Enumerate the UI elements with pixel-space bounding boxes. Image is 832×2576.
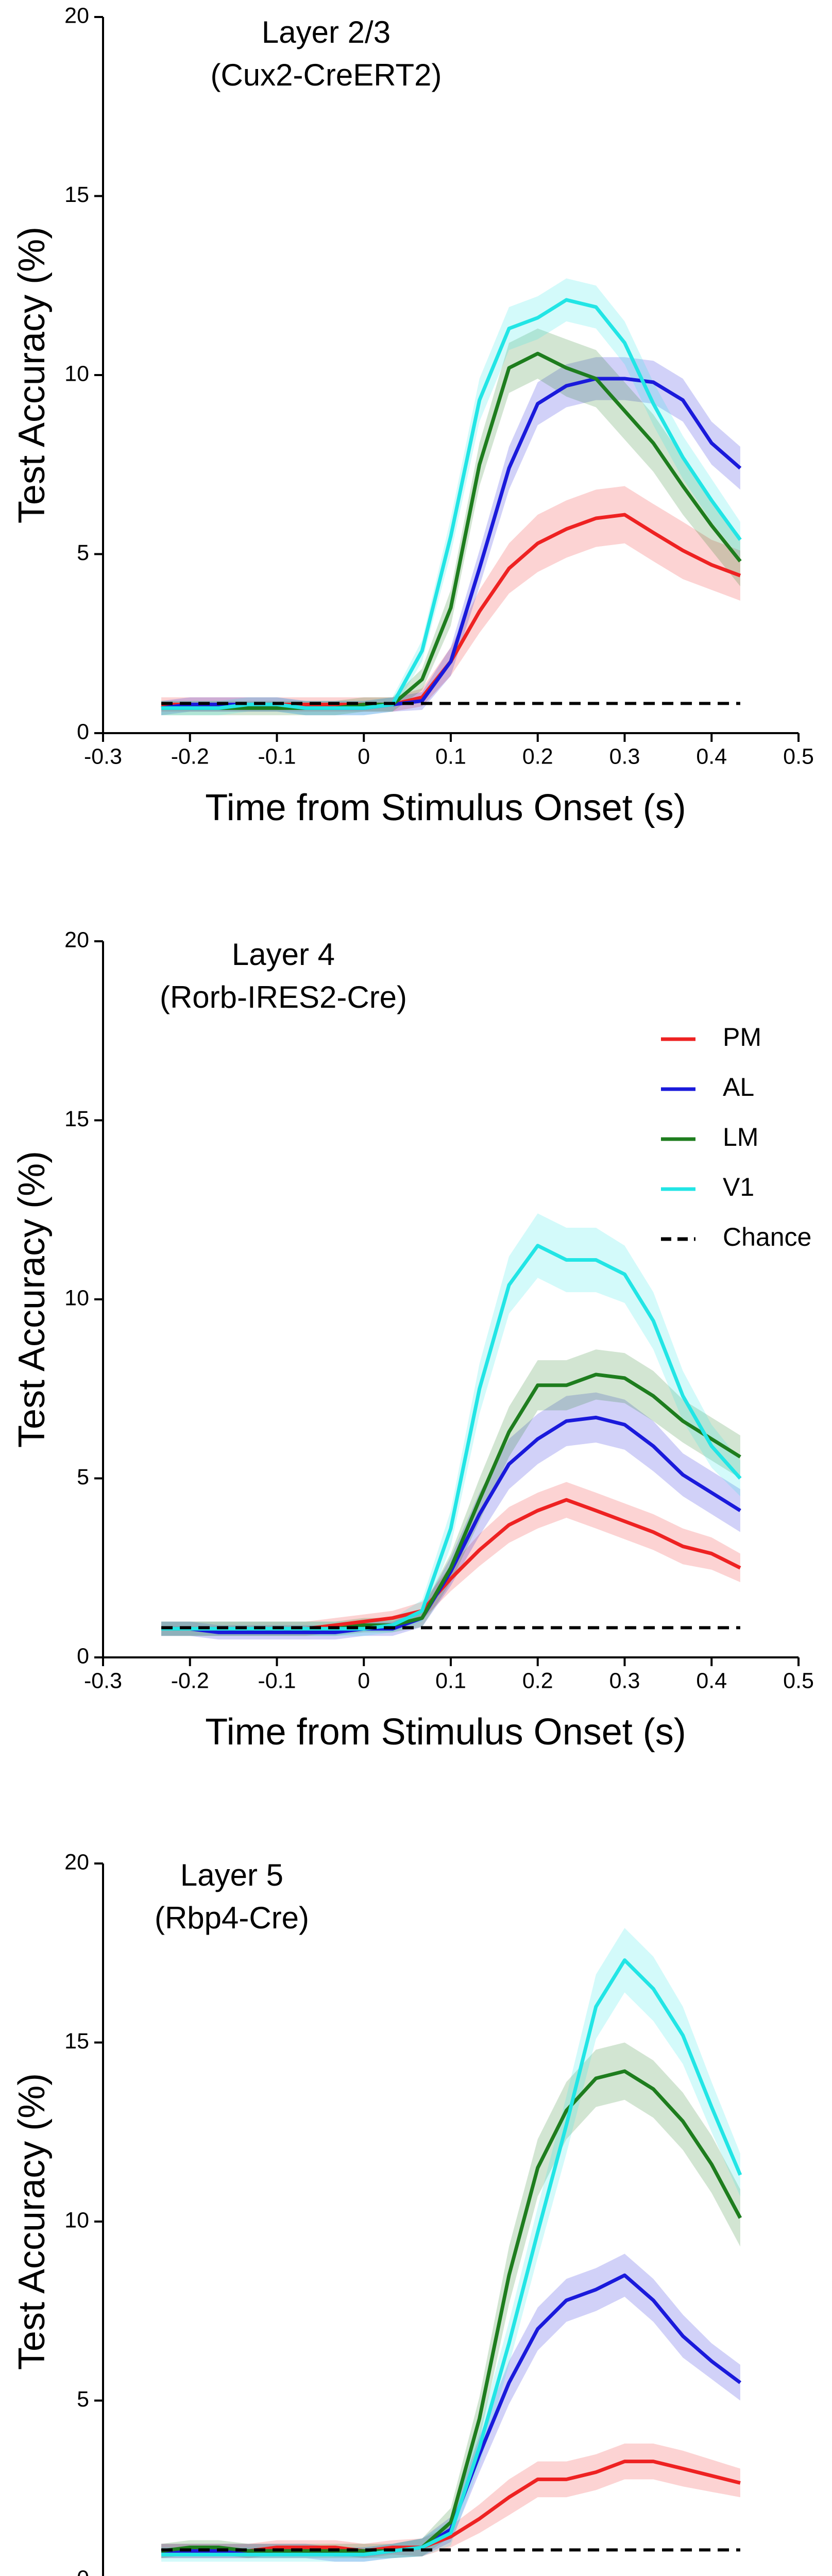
x-tick-label: 0.3: [609, 744, 640, 769]
x-tick-label: 0: [358, 1668, 370, 1693]
x-tick-label: 0.1: [435, 744, 466, 769]
y-axis-label: Test Accuracy (%): [11, 2073, 53, 2370]
annotation: Layer 2/3: [262, 15, 390, 49]
x-tick-label: -0.1: [258, 1668, 296, 1693]
y-tick-label: 0: [77, 1643, 89, 1668]
x-tick-label: 0.1: [435, 1668, 466, 1693]
error-band: [161, 2042, 740, 2558]
legend-label: V1: [723, 1173, 754, 1201]
x-axis-label: Time from Stimulus Onset (s): [205, 787, 686, 828]
x-tick-label: -0.2: [171, 1668, 209, 1693]
x-tick-label: 0: [358, 744, 370, 769]
x-tick-label: -0.1: [258, 744, 296, 769]
annotation: (Cux2-CreERT2): [211, 58, 442, 92]
error-band: [161, 1482, 740, 1636]
legend-label: AL: [723, 1073, 754, 1101]
annotation: Layer 5: [180, 1858, 283, 1892]
annotation: (Rorb-IRES2-Cre): [160, 980, 407, 1014]
y-tick-label: 10: [64, 361, 89, 386]
y-tick-label: 0: [77, 2566, 89, 2576]
annotation: (Rbp4-Cre): [155, 1901, 309, 1935]
error-band: [161, 1349, 740, 1636]
y-tick-label: 0: [77, 719, 89, 744]
y-tick-label: 5: [77, 540, 89, 565]
y-tick-label: 20: [64, 3, 89, 28]
y-tick-label: 20: [64, 1850, 89, 1874]
y-tick-label: 15: [64, 2029, 89, 2054]
series-line: [161, 1958, 742, 2556]
error-band: [161, 357, 740, 716]
y-tick-label: 5: [77, 1465, 89, 1489]
x-tick-label: -0.3: [84, 1668, 122, 1693]
error-band: [161, 486, 740, 712]
y-tick-label: 10: [64, 2208, 89, 2232]
y-tick-label: 15: [64, 182, 89, 207]
legend-label: LM: [723, 1123, 758, 1151]
x-tick-label: -0.2: [171, 744, 209, 769]
y-axis-label: Test Accuracy (%): [11, 227, 53, 523]
y-tick-label: 20: [64, 927, 89, 952]
x-tick-label: 0.3: [609, 1668, 640, 1693]
x-tick-label: 0.2: [522, 1668, 553, 1693]
y-tick-label: 15: [64, 1107, 89, 1131]
x-tick-label: 0.4: [696, 1668, 727, 1693]
legend-label: PM: [723, 1023, 761, 1052]
y-tick-label: 5: [77, 2387, 89, 2412]
x-tick-label: 0.2: [522, 744, 553, 769]
x-tick-label: 0.5: [783, 1668, 814, 1693]
x-tick-label: 0.5: [783, 744, 814, 769]
annotation: Layer 4: [232, 937, 335, 972]
legend-label: Chance: [723, 1223, 811, 1251]
y-axis-label: Test Accuracy (%): [11, 1151, 53, 1448]
y-tick-label: 10: [64, 1285, 89, 1310]
x-tick-label: -0.3: [84, 744, 122, 769]
x-axis-label: Time from Stimulus Onset (s): [205, 1711, 686, 1753]
series-line: [161, 351, 742, 710]
x-tick-label: 0.4: [696, 744, 727, 769]
